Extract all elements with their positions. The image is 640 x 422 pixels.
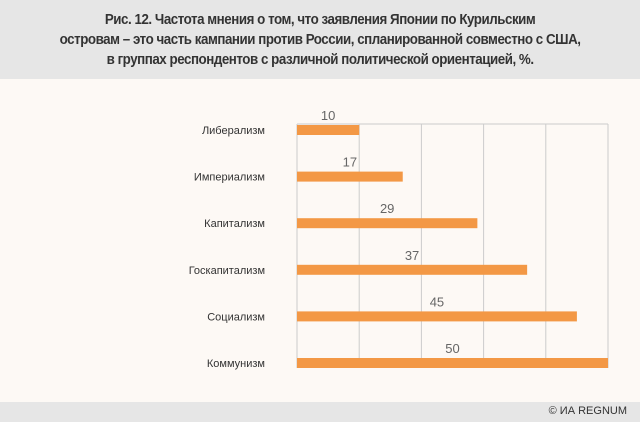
category-label: Капитализм bbox=[204, 218, 265, 230]
copyright-credit: © ИА REGNUM bbox=[548, 405, 627, 417]
bar bbox=[297, 218, 478, 229]
data-label: 45 bbox=[430, 294, 444, 309]
data-label: 50 bbox=[445, 341, 459, 356]
bar bbox=[297, 358, 608, 368]
category-label: Социализм bbox=[207, 311, 265, 323]
data-label: 10 bbox=[321, 108, 335, 123]
bar bbox=[297, 171, 403, 182]
data-label: 37 bbox=[405, 248, 419, 263]
chart-title: Рис. 12. Частота мнения о том, что заявл… bbox=[59, 11, 581, 68]
data-label: 17 bbox=[343, 155, 357, 170]
bar bbox=[297, 125, 360, 135]
category-label: Империализм bbox=[194, 172, 265, 184]
category-label: Коммунизм bbox=[207, 358, 265, 370]
category-label: Госкапитализм bbox=[189, 265, 265, 277]
bar bbox=[297, 264, 528, 275]
category-label: Либерализм bbox=[202, 125, 265, 137]
bar bbox=[297, 311, 577, 322]
header: Рис. 12. Частота мнения о том, что заявл… bbox=[0, 0, 640, 79]
data-label: 29 bbox=[380, 201, 394, 216]
footer: © ИА REGNUM bbox=[0, 402, 640, 422]
